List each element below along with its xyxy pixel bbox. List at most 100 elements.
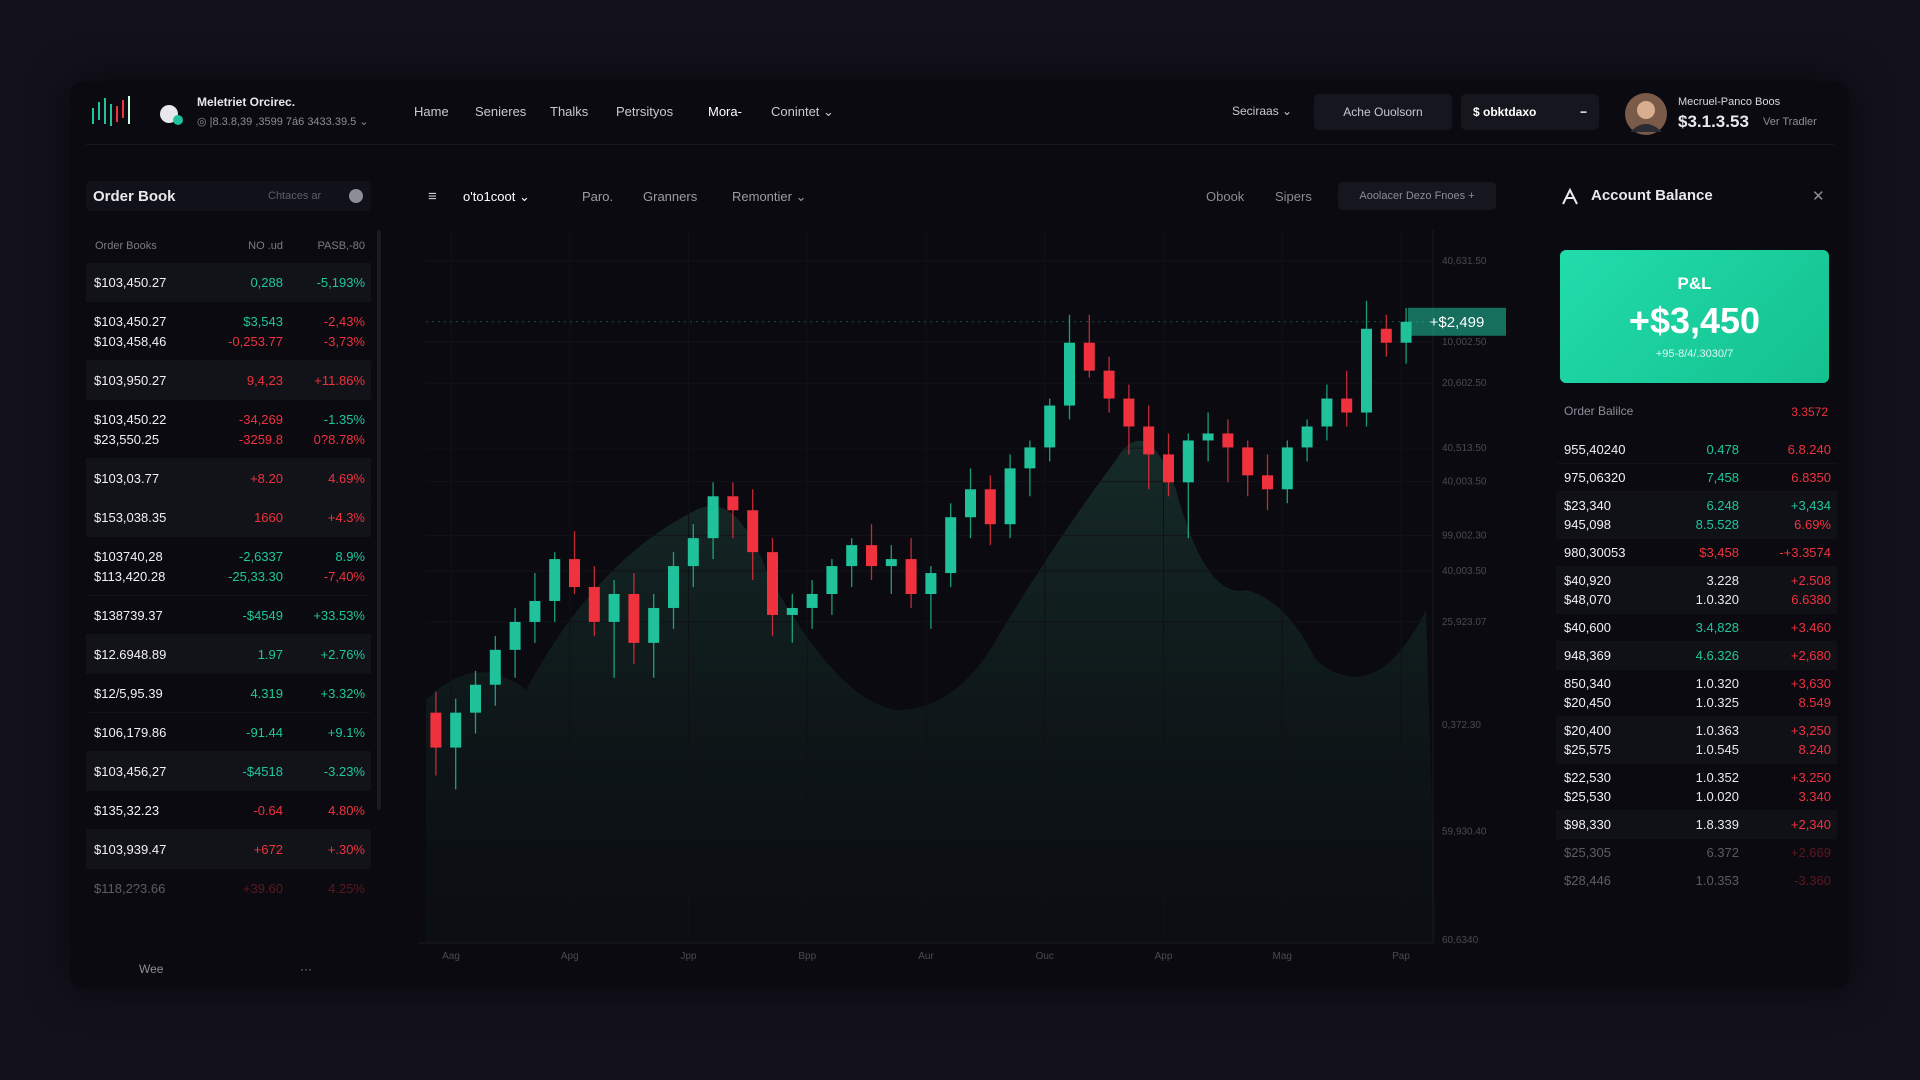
candle-body bbox=[1341, 398, 1353, 413]
price: $103,458,46 bbox=[94, 333, 167, 349]
button-menu[interactable]: − bbox=[1579, 105, 1587, 119]
column-header: NO .ud bbox=[248, 240, 283, 252]
quantity: -91.44 bbox=[246, 724, 283, 740]
table-line: 948,369 4.6.326 +2,680 bbox=[1564, 646, 1831, 665]
table-row: $28,446 1.0.353 -3.360 bbox=[1556, 867, 1837, 895]
quantity: 1.0.545 bbox=[1695, 742, 1739, 757]
symbol-select[interactable]: o'to1coot ⌄ bbox=[463, 189, 530, 204]
nav-item[interactable]: Thalks bbox=[550, 104, 589, 119]
divider bbox=[86, 144, 1834, 145]
candle-body bbox=[707, 496, 719, 539]
nav-item[interactable]: Petrsityos bbox=[616, 104, 674, 119]
chart-tab[interactable]: Paro. bbox=[582, 189, 614, 204]
change: -7,40% bbox=[323, 568, 365, 584]
button[interactable]: Aoolacer Dezo Fnoes + bbox=[1338, 182, 1496, 210]
quantity: 6.248 bbox=[1706, 498, 1739, 513]
table-row: $106,179.86 -91.44 +9.1% bbox=[86, 713, 371, 752]
table-line: 980,30053 $3,458 -+3.3574 bbox=[1564, 543, 1831, 562]
nav-item[interactable]: Conintet ⌄ bbox=[771, 104, 834, 119]
column-headers: Order Books NO .ud PASB,-80 bbox=[86, 236, 371, 256]
candle-body bbox=[628, 594, 640, 643]
candle-body bbox=[549, 559, 561, 601]
price: $48,070 bbox=[1564, 592, 1611, 607]
change: 6.69% bbox=[1794, 517, 1831, 532]
table-line: $20,400 1.0.363 +3,250 bbox=[1564, 721, 1831, 740]
price: $106,179.86 bbox=[94, 724, 167, 740]
table-row: 975,06320 7,458 6.8350 bbox=[1556, 464, 1837, 492]
candle-body bbox=[965, 489, 976, 518]
table-line: $103740,28 -2,6337 8.9% bbox=[94, 546, 365, 566]
quantity: $3,458 bbox=[1699, 545, 1739, 560]
column-header: PASB,-80 bbox=[317, 240, 366, 252]
search-icon[interactable] bbox=[348, 188, 364, 204]
candle-body bbox=[866, 545, 877, 567]
y-tick-label: 40,631.50 bbox=[1442, 256, 1487, 267]
quantity: +8.20 bbox=[250, 470, 283, 486]
candle-body bbox=[925, 573, 937, 594]
quantity: 1660 bbox=[254, 509, 283, 525]
candle-body bbox=[1202, 433, 1214, 441]
close-button[interactable]: ✕ bbox=[1812, 188, 1825, 205]
order-book-title: Order Book bbox=[93, 188, 176, 205]
brand-sub[interactable]: ◎ |8.3.8,39 ,3599 7á6 3433.39.5 ⌄ bbox=[197, 116, 369, 128]
button[interactable]: Ache Ouolsorn bbox=[1314, 94, 1452, 130]
table-row: 948,369 4.6.326 +2,680 bbox=[1556, 642, 1837, 670]
candle-body bbox=[648, 607, 660, 643]
table-line: $103,939.47 +672 +.30% bbox=[94, 839, 365, 859]
footer-item[interactable]: Wee bbox=[139, 962, 164, 976]
candle-body bbox=[905, 559, 917, 594]
y-tick-label: 60,6340 bbox=[1442, 935, 1479, 946]
x-tick-label: Jpp bbox=[680, 951, 697, 962]
table-row: $20,400 1.0.363 +3,250 $25,575 1.0.545 8.240 bbox=[1556, 717, 1837, 764]
scrollbar[interactable] bbox=[377, 230, 381, 810]
menu-icon[interactable]: ≡ bbox=[428, 188, 437, 205]
search[interactable]: Chtaces ar bbox=[268, 190, 322, 202]
table-line: $103,450.27 $3,543 -2,43% bbox=[94, 311, 365, 331]
nav-item[interactable]: Hame bbox=[414, 104, 449, 119]
candle-body bbox=[1163, 454, 1174, 483]
selector[interactable]: Seciraas ⌄ bbox=[1232, 104, 1293, 118]
chart-tab[interactable]: Granners bbox=[643, 189, 698, 204]
section-value: 3.3572 bbox=[1791, 405, 1828, 419]
change: +3,434 bbox=[1790, 498, 1831, 513]
x-tick-label: Aur bbox=[918, 951, 934, 962]
quantity: $3,543 bbox=[243, 313, 283, 329]
change: -2,43% bbox=[323, 313, 365, 329]
user-name: Mecruel-Panco Boos bbox=[1678, 96, 1781, 108]
candle-body bbox=[588, 587, 600, 622]
candle-body bbox=[608, 594, 620, 622]
x-tick-label: Ouc bbox=[1036, 951, 1054, 962]
table-line: $98,330 1.8.339 +2,340 bbox=[1564, 815, 1831, 834]
user-balance: $3.1.3.53 bbox=[1678, 112, 1749, 131]
candle-body bbox=[509, 621, 521, 650]
quantity: +672 bbox=[253, 841, 283, 857]
price: $103,450.22 bbox=[94, 411, 167, 427]
candle-body bbox=[1143, 426, 1155, 455]
button[interactable]: $ obktdaxo − bbox=[1461, 94, 1599, 130]
quantity: 6.372 bbox=[1706, 845, 1739, 860]
price: $113,420.28 bbox=[94, 568, 166, 584]
price-chart: 40,631.50 10,002.50 20,602.50 40,513.50 40,0… bbox=[418, 230, 1506, 962]
change: -3.23% bbox=[323, 763, 365, 779]
brand: Meletriet Orcirec. bbox=[197, 95, 296, 109]
quantity: 1.0.320 bbox=[1695, 676, 1739, 691]
chart-tool[interactable]: Sipers bbox=[1275, 189, 1312, 204]
pnl-sub: +95-8/4/.3030/7 bbox=[1655, 347, 1734, 360]
candle-body bbox=[1044, 405, 1056, 448]
change: 0?8.78% bbox=[313, 431, 365, 447]
table-line: $135,32.23 -0.64 4.80% bbox=[94, 800, 365, 820]
chart-tool[interactable]: Obook bbox=[1206, 189, 1245, 204]
section-title: Order Balilce bbox=[1564, 404, 1634, 418]
nav-item[interactable]: Senieres bbox=[475, 104, 527, 119]
table-line: $20,450 1.0.325 8.549 bbox=[1564, 693, 1831, 712]
quantity: 7,458 bbox=[1706, 470, 1739, 485]
nav-item[interactable]: Mora- bbox=[708, 104, 742, 119]
quantity: 4.319 bbox=[250, 685, 283, 701]
table-line: $103,450.22 -34,269 -1.35% bbox=[94, 409, 365, 429]
candle-body bbox=[430, 712, 442, 748]
table-line: $12/5,95.39 4.319 +3.32% bbox=[94, 683, 365, 703]
change: -3,73% bbox=[323, 333, 365, 349]
candle-body bbox=[1380, 328, 1392, 343]
footer-item[interactable]: ··· bbox=[300, 962, 312, 976]
chart-tab[interactable]: Remontier ⌄ bbox=[732, 189, 807, 204]
